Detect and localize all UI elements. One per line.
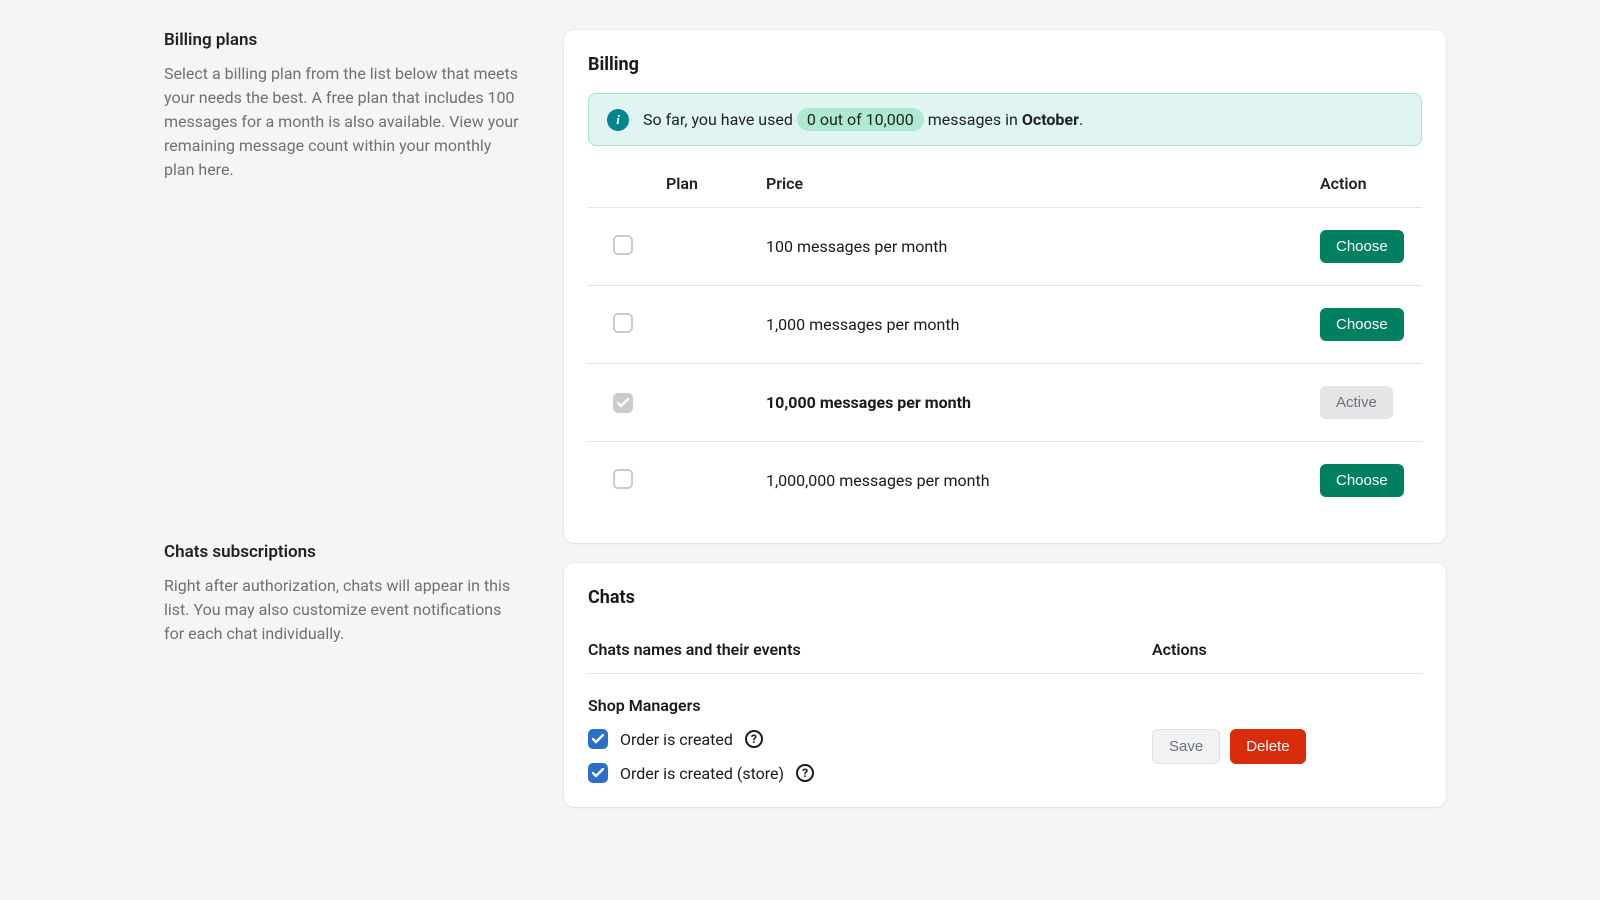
billing-card-title: Billing: [588, 54, 1422, 75]
event-checkbox[interactable]: [588, 763, 608, 783]
chats-card: Chats Chats names and their events Actio…: [564, 563, 1446, 807]
plan-checkbox-active: [613, 393, 633, 413]
choose-button[interactable]: Choose: [1320, 308, 1404, 341]
chat-group-name: Shop Managers: [588, 696, 1422, 715]
chats-subscriptions-aside: Chats subscriptions Right after authoriz…: [164, 542, 524, 646]
plans-col-action: Action: [1312, 156, 1422, 208]
plan-checkbox[interactable]: [613, 235, 633, 255]
plan-row: 10,000 messages per month Active: [588, 364, 1422, 442]
plan-price: 1,000 messages per month: [758, 286, 1312, 364]
plan-price: 1,000,000 messages per month: [758, 442, 1312, 520]
usage-info-banner: i So far, you have used 0 out of 10,000 …: [588, 93, 1422, 146]
chat-row: Order is created ? Order is created (sto…: [588, 729, 1422, 783]
save-button[interactable]: Save: [1152, 729, 1220, 764]
event-label: Order is created (store): [620, 764, 784, 783]
active-button: Active: [1320, 386, 1393, 419]
choose-button[interactable]: Choose: [1320, 230, 1404, 263]
chats-card-title: Chats: [588, 587, 1422, 608]
plan-row: 100 messages per month Choose: [588, 208, 1422, 286]
chats-subscriptions-description: Right after authorization, chats will ap…: [164, 574, 524, 646]
event-checkbox[interactable]: [588, 729, 608, 749]
billing-plans-aside: Billing plans Select a billing plan from…: [164, 30, 524, 182]
event-label: Order is created: [620, 730, 733, 749]
chats-col-actions: Actions: [1152, 640, 1422, 659]
plan-price: 10,000 messages per month: [758, 364, 1312, 442]
plan-price: 100 messages per month: [758, 208, 1312, 286]
plan-checkbox[interactable]: [613, 313, 633, 333]
chat-event-item: Order is created ?: [588, 729, 1152, 749]
delete-button[interactable]: Delete: [1230, 729, 1305, 764]
plan-row: 1,000,000 messages per month Choose: [588, 442, 1422, 520]
usage-info-text: So far, you have used 0 out of 10,000 me…: [643, 108, 1083, 131]
plan-checkbox[interactable]: [613, 469, 633, 489]
billing-plans-description: Select a billing plan from the list belo…: [164, 62, 524, 182]
usage-month: October: [1022, 110, 1079, 129]
info-icon: i: [607, 109, 629, 131]
billing-plans-heading: Billing plans: [164, 30, 524, 50]
choose-button[interactable]: Choose: [1320, 464, 1404, 497]
plans-col-plan: Plan: [658, 156, 758, 208]
plans-table: Plan Price Action 100 messages per month…: [588, 156, 1422, 519]
usage-pill: 0 out of 10,000: [797, 108, 924, 131]
chats-subscriptions-heading: Chats subscriptions: [164, 542, 524, 562]
chat-event-item: Order is created (store) ?: [588, 763, 1152, 783]
help-icon[interactable]: ?: [745, 730, 763, 748]
chats-table-header: Chats names and their events Actions: [588, 626, 1422, 674]
plan-row: 1,000 messages per month Choose: [588, 286, 1422, 364]
chats-col-names: Chats names and their events: [588, 640, 1152, 659]
plans-col-price: Price: [758, 156, 1312, 208]
help-icon[interactable]: ?: [796, 764, 814, 782]
billing-card: Billing i So far, you have used 0 out of…: [564, 30, 1446, 543]
